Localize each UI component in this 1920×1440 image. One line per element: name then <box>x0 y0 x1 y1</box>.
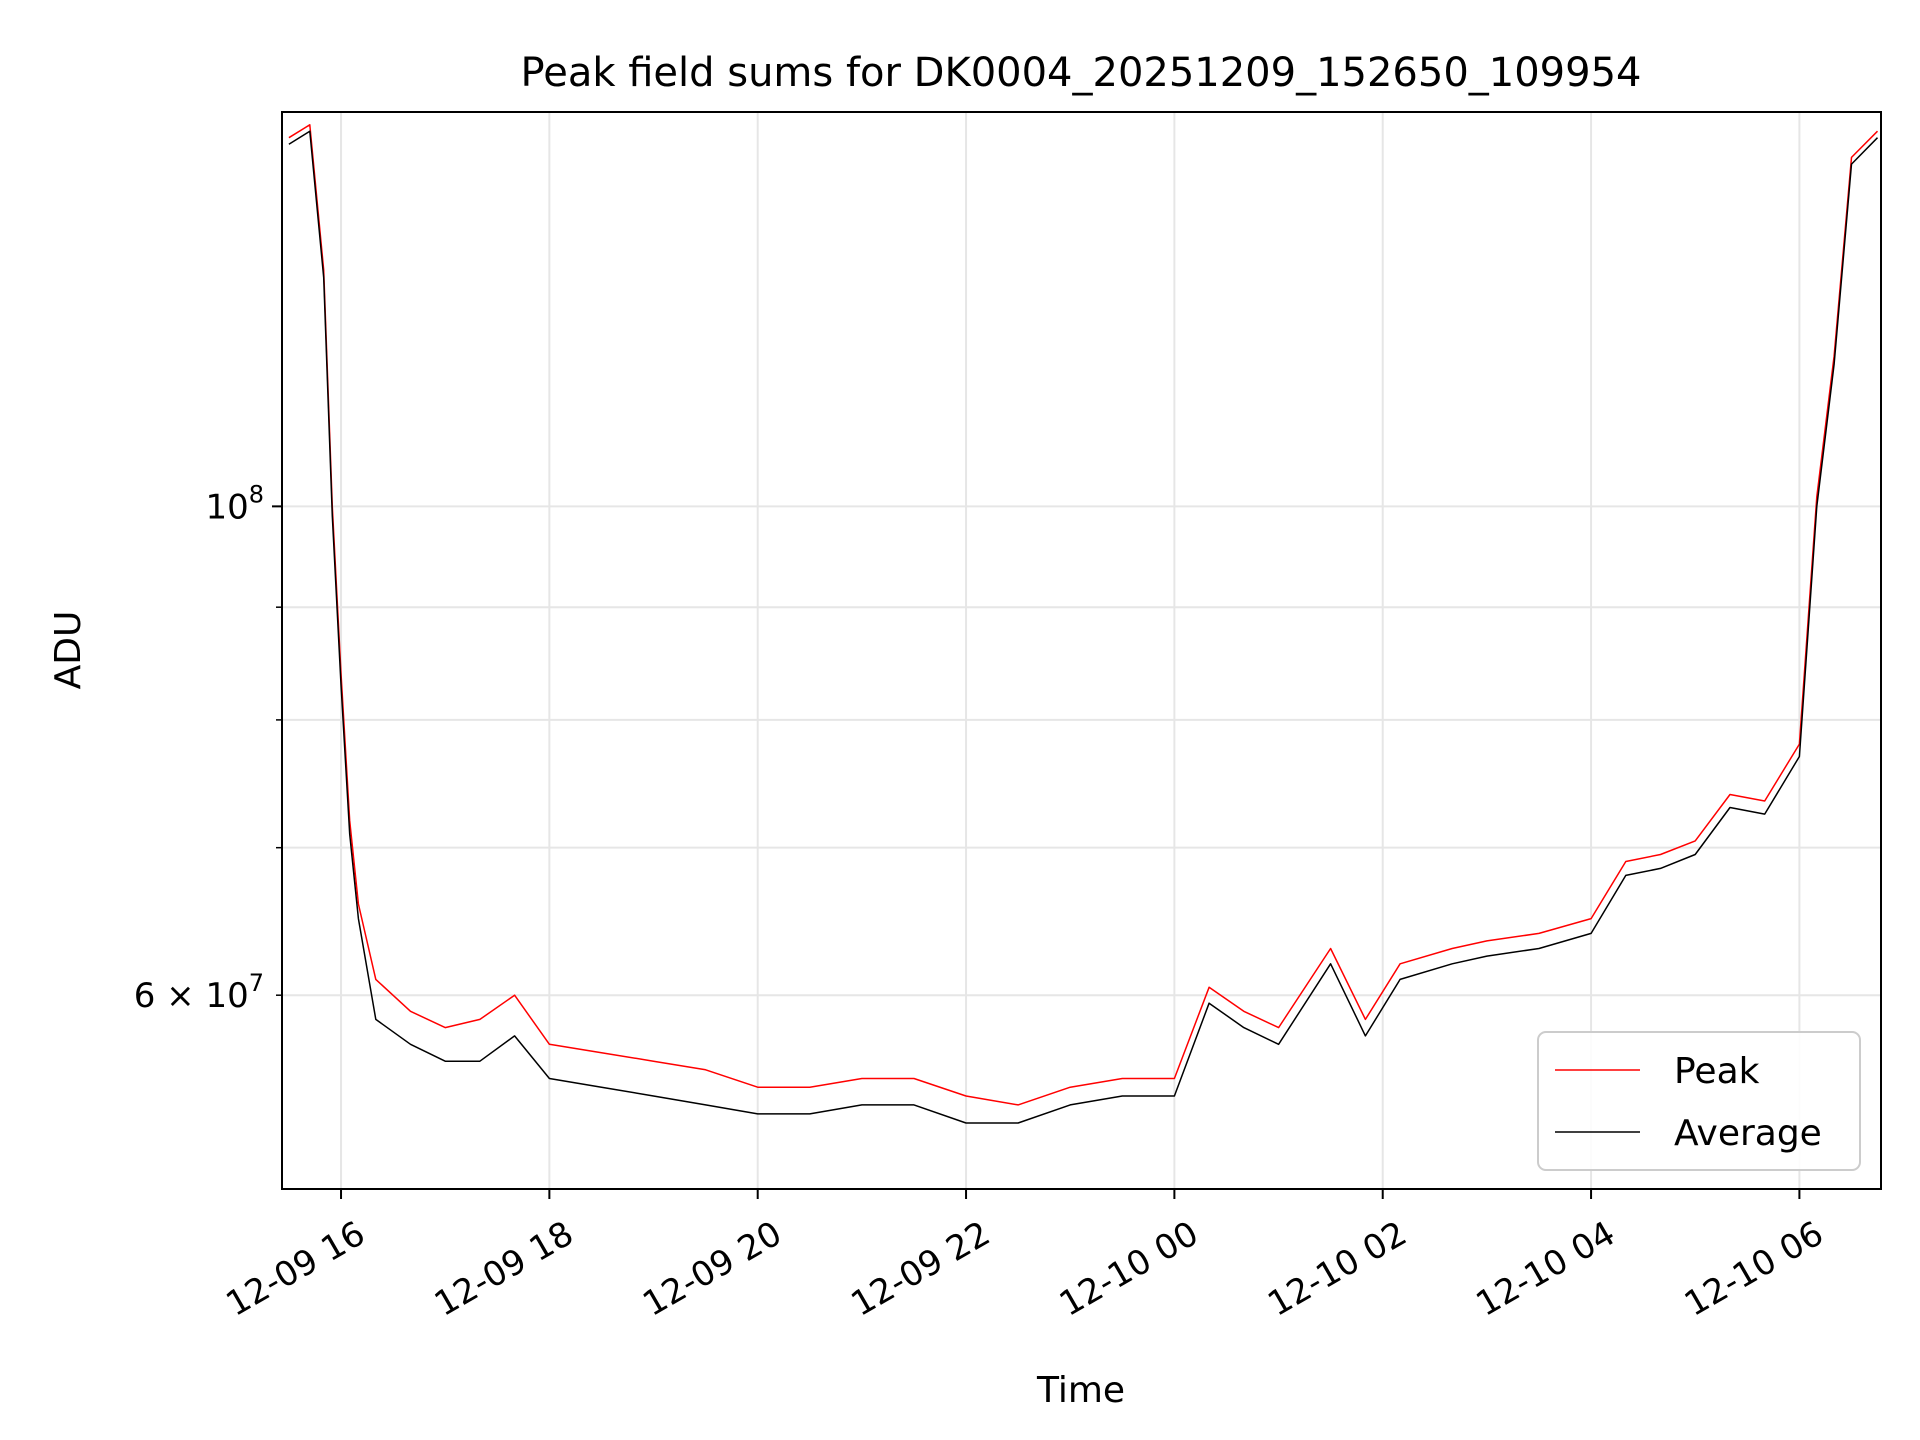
y-axis-label: ADU <box>48 611 89 690</box>
series-line-average <box>288 130 1879 1124</box>
plot-area <box>288 124 1879 1124</box>
grid-lines <box>282 112 1881 1189</box>
series-line-peak <box>288 124 1879 1106</box>
legend-label-average: Average <box>1674 1113 1822 1154</box>
plot-frame <box>281 111 1882 1190</box>
chart-title: Peak field sums for DK0004_20251209_1526… <box>521 50 1642 96</box>
y-tick-label: 108 <box>205 480 264 527</box>
x-axis-label: Time <box>1036 1370 1125 1411</box>
legend: Peak Average <box>1537 1031 1861 1171</box>
legend-label-peak: Peak <box>1674 1051 1760 1092</box>
y-tick-label: 6 × 107 <box>134 969 264 1016</box>
legend-box <box>1537 1031 1861 1171</box>
